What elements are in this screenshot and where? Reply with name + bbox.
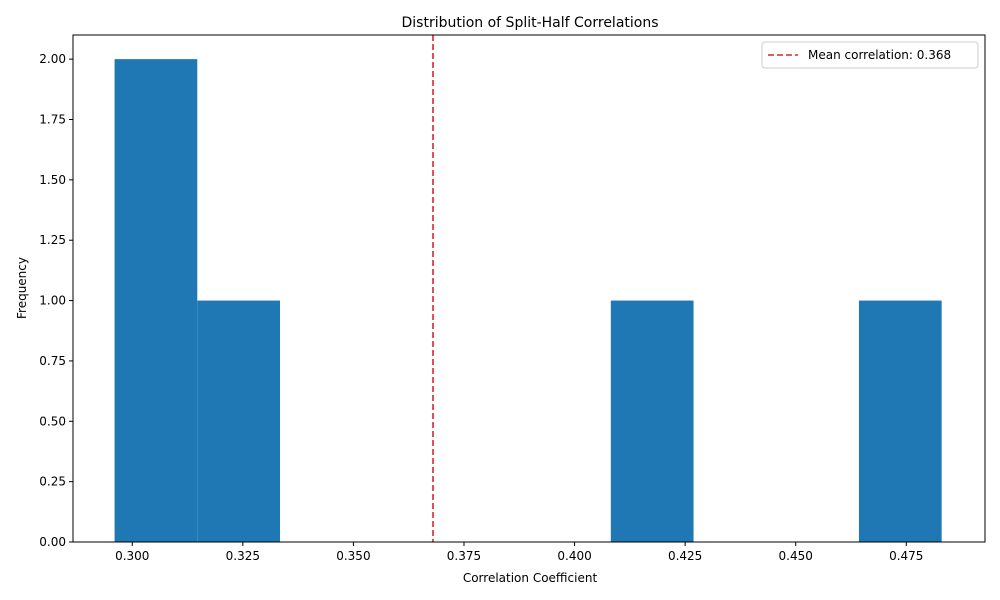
y-tick-label: 0.00 [39, 535, 66, 549]
x-tick-label: 0.425 [668, 549, 702, 563]
x-tick-label: 0.375 [447, 549, 481, 563]
legend-label: Mean correlation: 0.368 [808, 48, 951, 62]
bars-group [115, 59, 942, 542]
chart-title: Distribution of Split-Half Correlations [401, 15, 658, 31]
y-tick-label: 0.75 [39, 354, 66, 368]
y-tick-label: 0.50 [39, 414, 66, 428]
x-tick-label: 0.350 [336, 549, 370, 563]
histogram-bar-0 [115, 59, 198, 542]
y-axis-label: Frequency [15, 257, 29, 319]
x-tick-label: 0.325 [226, 549, 260, 563]
x-tick-label: 0.450 [779, 549, 813, 563]
x-axis-ticks: 0.300 0.325 0.350 0.375 0.400 0.425 0.450 0.475 [115, 542, 923, 563]
histogram-bar-6 [611, 301, 694, 542]
x-tick-label: 0.475 [889, 549, 923, 563]
y-tick-label: 2.00 [39, 52, 66, 66]
y-tick-label: 1.75 [39, 113, 66, 127]
y-tick-label: 1.25 [39, 233, 66, 247]
y-tick-label: 1.50 [39, 173, 66, 187]
x-tick-label: 0.300 [115, 549, 149, 563]
x-axis-label: Correlation Coefficient [463, 571, 598, 585]
histogram-bar-9 [859, 301, 942, 542]
y-tick-label: 0.25 [39, 475, 66, 489]
x-tick-label: 0.400 [557, 549, 591, 563]
legend: Mean correlation: 0.368 [762, 42, 978, 68]
y-tick-label: 1.00 [39, 294, 66, 308]
histogram-bar-1 [197, 301, 280, 542]
y-axis-ticks: 0.00 0.25 0.50 0.75 1.00 1.25 1.50 1.75 2.00 [39, 52, 73, 549]
